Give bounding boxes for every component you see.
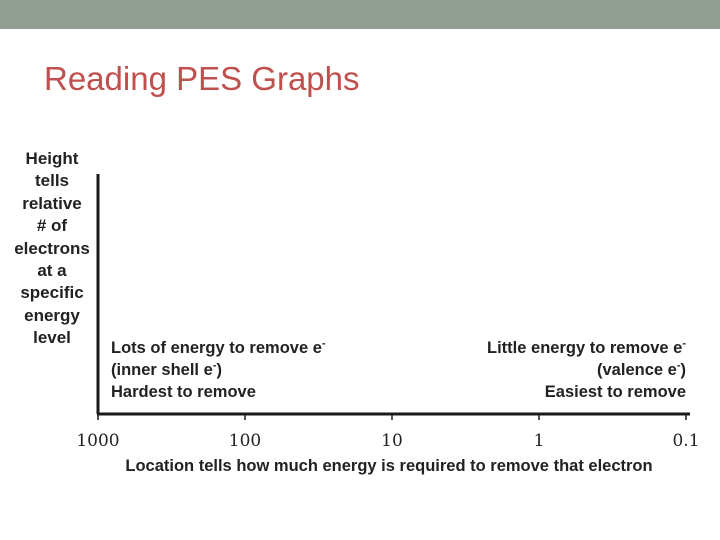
annotation-left-line1: Lots of energy to remove e- (111, 337, 326, 357)
y-axis-label-line: level (33, 328, 71, 348)
y-axis-label-line: Height (25, 149, 79, 168)
x-tick-label: 100 (229, 431, 261, 451)
y-axis-label-line: # of (36, 216, 68, 236)
x-tick-label: 1000 (76, 431, 119, 451)
annotation-right-line1: Little energy to remove e- (487, 337, 686, 357)
y-axis-label: Height tells relative # of electrons at … (5, 148, 99, 350)
header-bar (0, 0, 720, 29)
annotation-left-line3: Hardest to remove (111, 383, 256, 401)
annotation-right-line3: Easiest to remove (544, 383, 686, 401)
y-axis-label-line: specific (20, 283, 84, 303)
annotation-left: Lots of energy to remove e- (inner shell… (111, 337, 326, 403)
y-axis-label-line: at a (37, 261, 67, 281)
y-axis-label-line: electrons (14, 238, 90, 258)
x-tick-label: 1 (534, 431, 545, 451)
x-tick-label: 0.1 (672, 431, 699, 451)
x-axis-ticks: 1000 100 10 1 0.1 (76, 413, 700, 451)
annotation-left-line2: (inner shell e-) (111, 359, 222, 379)
x-axis-label: Location tells how much energy is requir… (125, 457, 653, 475)
y-axis-label-line: relative (22, 193, 82, 213)
y-axis-label-line: energy (24, 305, 80, 325)
x-tick-label: 10 (381, 431, 403, 451)
annotation-right-line2: (valence e-) (597, 359, 686, 379)
y-axis-label-line: tells (34, 171, 70, 191)
annotation-right: Little energy to remove e- (valence e-) … (487, 337, 686, 403)
slide-title: Reading PES Graphs (44, 60, 360, 97)
